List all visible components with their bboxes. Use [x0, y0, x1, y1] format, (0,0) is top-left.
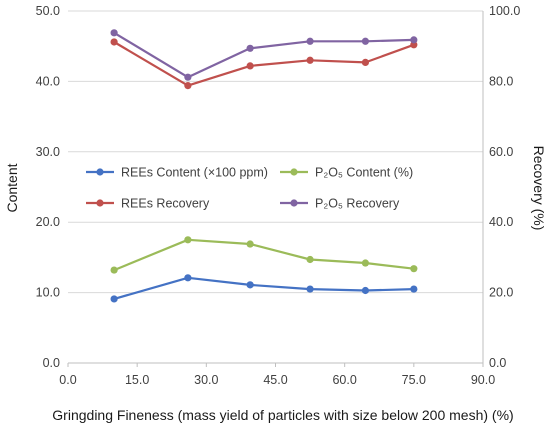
x-tick-label: 0.0	[59, 373, 76, 387]
legend: REEs Content (×100 ppm) P₂O₅ Content (%) R…	[86, 166, 413, 211]
data-point-p-o-content	[410, 265, 418, 273]
legend-label: REEs Recovery	[121, 197, 210, 211]
legend-label: P₂O₅ Recovery	[315, 197, 400, 211]
y-left-tick-label: 10.0	[36, 286, 60, 300]
y-left-tick-label: 40.0	[36, 74, 60, 88]
legend-item: P₂O₅ Recovery	[280, 197, 400, 211]
axes	[67, 11, 484, 367]
data-point-rees-recovery	[306, 56, 314, 64]
y-left-tick-label: 20.0	[36, 215, 60, 229]
left-axis-title: Content	[4, 163, 20, 212]
y-right-tick-label: 80.0	[489, 74, 513, 88]
data-point-rees-recovery	[110, 38, 118, 46]
legend-label: P₂O₅ Content (%)	[315, 166, 413, 180]
x-tick-label: 45.0	[263, 373, 287, 387]
data-point-p-o-content	[246, 240, 254, 248]
data-point-p-o-content	[184, 236, 192, 244]
y-right-tick-label: 0.0	[489, 356, 506, 370]
data-point-rees-content-100-ppm	[410, 285, 418, 293]
data-point-rees-content-100-ppm	[110, 295, 118, 303]
y-right-tick-label: 20.0	[489, 286, 513, 300]
data-point-rees-recovery	[184, 82, 192, 90]
legend-item: REEs Recovery	[86, 197, 210, 211]
data-point-rees-recovery	[361, 58, 370, 66]
data-point-p-o-recovery	[246, 44, 254, 52]
y-left-tick-label: 30.0	[36, 145, 60, 159]
data-point-p-o-recovery	[306, 37, 314, 45]
data-point-rees-content-100-ppm	[246, 281, 254, 289]
x-tick-label: 90.0	[471, 373, 495, 387]
data-point-rees-content-100-ppm	[306, 285, 314, 293]
data-point-p-o-recovery	[184, 73, 192, 81]
series-line-rees-content-100-ppm	[113, 276, 414, 300]
right-axis-title: Recovery (%)	[531, 146, 547, 231]
data-point-rees-content-100-ppm	[184, 274, 192, 282]
data-point-p-o-recovery	[110, 29, 118, 37]
legend-item: REEs Content (×100 ppm)	[86, 166, 268, 180]
data-point-p-o-content	[361, 259, 370, 267]
y-right-tick-label: 40.0	[489, 215, 513, 229]
legend-label: REEs Content (×100 ppm)	[121, 166, 268, 180]
tick-labels: 0.0 10.0 20.0 30.0 40.0 50.0 0.0 20.0 40.0 60.0 80…	[36, 4, 521, 387]
data-point-p-o-content	[110, 266, 118, 274]
legend-marker	[290, 168, 298, 176]
series-line-p-o-content	[113, 238, 414, 272]
x-tick-label: 75.0	[402, 373, 426, 387]
series-line-rees-recovery	[113, 41, 415, 87]
x-tick-label: 60.0	[332, 373, 356, 387]
series-lines	[110, 29, 418, 303]
y-right-tick-label: 100.0	[489, 4, 520, 18]
legend-item: P₂O₅ Content (%)	[280, 166, 413, 180]
x-tick-label: 15.0	[125, 373, 149, 387]
x-axis-title: Gringding Fineness (mass yield of partic…	[52, 407, 513, 423]
y-left-tick-label: 0.0	[43, 356, 60, 370]
data-point-p-o-recovery	[410, 36, 418, 44]
series-line-p-o-recovery	[113, 31, 414, 79]
legend-marker	[96, 199, 104, 207]
data-point-p-o-recovery	[361, 37, 370, 45]
data-point-rees-content-100-ppm	[361, 286, 370, 295]
legend-marker	[96, 168, 104, 176]
data-point-rees-recovery	[410, 41, 418, 49]
y-left-tick-label: 50.0	[36, 4, 60, 18]
legend-marker	[290, 199, 298, 207]
data-point-p-o-content	[306, 255, 314, 264]
y-right-tick-label: 60.0	[489, 145, 513, 159]
x-tick-label: 30.0	[194, 373, 218, 387]
data-point-rees-recovery	[246, 62, 254, 70]
